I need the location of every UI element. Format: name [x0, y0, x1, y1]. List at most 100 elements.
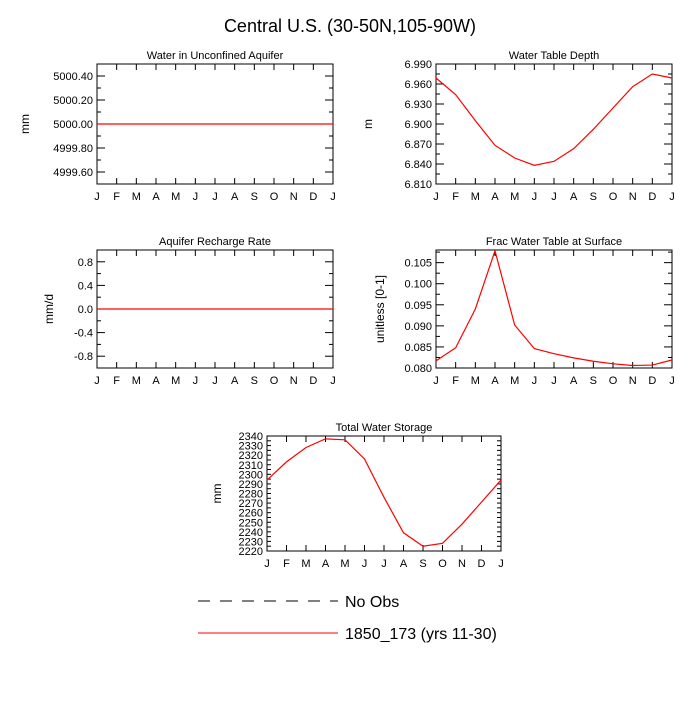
x-tick-label: S [590, 375, 597, 387]
x-tick-label: S [590, 191, 597, 203]
y-tick-label: 2220 [239, 546, 263, 558]
x-tick-label: J [330, 375, 336, 387]
x-tick-label: S [419, 558, 426, 570]
x-tick-label: N [629, 191, 637, 203]
x-tick-label: M [301, 558, 310, 570]
x-tick-label: F [452, 191, 459, 203]
y-tick-label: 2340 [239, 431, 263, 443]
y-tick-label: 6.930 [404, 99, 432, 111]
panel-title: Aquifer Recharge Rate [159, 236, 271, 248]
x-tick-label: M [171, 375, 180, 387]
x-tick-label: J [551, 375, 557, 387]
x-tick-label: J [381, 558, 387, 570]
x-tick-label: A [231, 191, 239, 203]
x-tick-label: J [551, 191, 557, 203]
y-tick-label: 2250 [239, 517, 263, 529]
series-line [435, 248, 673, 367]
panel-title: Water in Unconfined Aquifer [147, 50, 284, 62]
x-tick-label: A [322, 558, 330, 570]
y-tick-label: 0.4 [78, 280, 93, 292]
x-tick-label: D [648, 375, 656, 387]
x-tick-label: N [290, 375, 298, 387]
x-tick-label: J [433, 375, 439, 387]
x-tick-label: A [570, 375, 578, 387]
x-tick-label: D [648, 191, 656, 203]
x-tick-label: M [471, 191, 480, 203]
y-tick-label: 5000.40 [53, 71, 93, 83]
x-tick-label: O [270, 375, 279, 387]
x-tick-label: N [629, 375, 637, 387]
x-tick-label: J [94, 375, 100, 387]
y-tick-label: 2330 [239, 441, 263, 453]
x-tick-label: A [152, 375, 160, 387]
x-tick-label: S [251, 375, 258, 387]
x-tick-label: A [231, 375, 239, 387]
series-line [435, 73, 673, 166]
x-tick-label: M [132, 191, 141, 203]
x-tick-label: M [510, 191, 519, 203]
y-tick-label: 2310 [239, 460, 263, 472]
x-tick-label: J [669, 191, 675, 203]
figure-title: Central U.S. (30-50N,105-90W) [224, 16, 476, 36]
x-tick-label: J [498, 558, 504, 570]
x-tick-label: J [264, 558, 270, 570]
y-tick-label: 2270 [239, 498, 263, 510]
x-tick-label: F [452, 375, 459, 387]
x-tick-label: O [438, 558, 447, 570]
x-tick-label: J [94, 191, 100, 203]
x-tick-label: F [283, 558, 290, 570]
plot-frame [435, 249, 673, 369]
y-tick-label: 2280 [239, 489, 263, 501]
y-tick-label: 2240 [239, 527, 263, 539]
x-tick-label: J [193, 375, 199, 387]
y-tick-label: 2260 [239, 508, 263, 520]
x-tick-label: S [251, 191, 258, 203]
y-tick-label: 6.870 [404, 139, 432, 151]
x-tick-label: M [471, 375, 480, 387]
x-tick-label: J [193, 191, 199, 203]
y-tick-label: 2300 [239, 469, 263, 481]
y-axis-label: unitless [0-1] [373, 275, 387, 343]
x-tick-label: N [458, 558, 466, 570]
x-tick-label: O [609, 191, 618, 203]
x-tick-label: J [532, 191, 538, 203]
y-tick-label: 2290 [239, 479, 263, 491]
x-tick-label: J [212, 191, 218, 203]
x-tick-label: M [132, 375, 141, 387]
panel-title: Frac Water Table at Surface [486, 236, 622, 248]
panel-title: Total Water Storage [336, 422, 433, 434]
legend-no-obs-label: No Obs [345, 594, 399, 611]
y-tick-label: 6.840 [404, 159, 432, 171]
y-tick-label: 0.090 [404, 321, 432, 333]
y-axis-label: m [361, 119, 375, 129]
x-tick-label: D [309, 191, 317, 203]
x-tick-label: J [362, 558, 368, 570]
x-tick-label: J [433, 191, 439, 203]
y-tick-label: 4999.60 [53, 167, 93, 179]
y-axis-label: mm [18, 114, 32, 134]
y-tick-label: 5000.00 [53, 119, 93, 131]
plot-frame [266, 435, 502, 552]
y-tick-label: 5000.20 [53, 95, 93, 107]
series-line [266, 438, 502, 547]
y-tick-label: 2230 [239, 536, 263, 548]
y-tick-label: 2320 [239, 450, 263, 462]
y-tick-label: 0.0 [78, 304, 93, 316]
panel-title: Water Table Depth [509, 50, 600, 62]
y-tick-label: 0.100 [404, 279, 432, 291]
x-tick-label: A [400, 558, 408, 570]
y-tick-label: 6.960 [404, 79, 432, 91]
x-tick-label: O [609, 375, 618, 387]
x-tick-label: D [309, 375, 317, 387]
y-tick-label: 0.085 [404, 342, 432, 354]
x-tick-label: J [212, 375, 218, 387]
y-tick-label: -0.8 [74, 351, 93, 363]
x-tick-label: M [171, 191, 180, 203]
legend-model-label: 1850_173 (yrs 11-30) [345, 626, 497, 643]
